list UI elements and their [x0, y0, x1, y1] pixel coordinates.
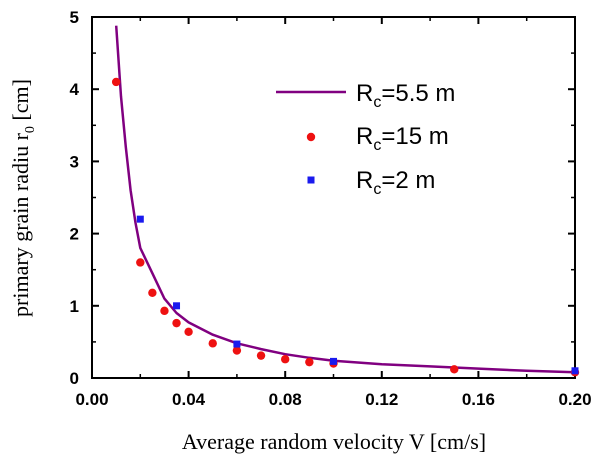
x-axis-title: Average random velocity V [cm/s]	[182, 429, 486, 454]
legend-rc2-main: R	[356, 167, 373, 194]
data-point-rc-2	[571, 367, 579, 375]
legend-rc15-main: R	[356, 123, 373, 150]
data-point-rc-15	[160, 306, 169, 316]
axis-ticks	[91, 16, 576, 379]
data-point-rc-2	[330, 357, 337, 365]
x-tick-label: 0.04	[172, 390, 206, 409]
legend-rc55-sub: c	[373, 94, 381, 111]
data-point-rc-2	[173, 302, 181, 310]
x-tick-label: 0.00	[75, 390, 108, 409]
x-tick-label: 0.08	[269, 390, 302, 409]
data-point-rc-15	[305, 357, 314, 367]
legend-label-rc-15: Rc=15 m	[356, 123, 449, 154]
y-axis-title-subscript: 0	[23, 126, 38, 133]
plot-frame	[91, 16, 576, 379]
x-tick-label: 0.20	[558, 390, 591, 409]
series-line-rc-5-5	[114, 25, 576, 374]
data-point-rc-15	[136, 258, 145, 267]
data-point-rc-15	[450, 365, 459, 374]
data-point-rc-15	[256, 351, 266, 360]
legend: Rc=5.5 m Rc=15 m Rc=2 m	[276, 80, 455, 198]
data-point-rc-15	[281, 355, 290, 364]
data-point-rc-15	[208, 339, 217, 348]
series-layer	[111, 25, 580, 377]
legend-label-rc-5-5: Rc=5.5 m	[356, 80, 455, 111]
data-point-rc-15	[111, 77, 121, 87]
y-axis-title-unit: [cm]	[8, 79, 33, 126]
y-tick-label: 4	[70, 80, 80, 99]
y-tick-label: 0	[70, 369, 79, 388]
axis-tick-labels: 0.00 0.04 0.08 0.12 0.16 0.20 0 1 2 3 4 5	[70, 8, 592, 409]
plot-area-border	[91, 16, 576, 379]
y-axis-title: primary grain radiu r0 [cm]	[8, 79, 38, 317]
data-point-rc-2	[233, 340, 241, 348]
legend-rc2-rest: =2 m	[381, 167, 435, 194]
y-tick-label: 2	[70, 225, 79, 244]
data-point-rc-15	[232, 346, 242, 355]
legend-marker-circle	[306, 132, 316, 142]
data-point-rc-2	[136, 215, 144, 223]
legend-marker-square	[307, 176, 315, 184]
y-tick-label: 1	[70, 297, 79, 316]
legend-rc2-sub: c	[373, 181, 381, 198]
data-point-rc-15	[148, 288, 157, 298]
x-tick-label: 0.12	[365, 390, 398, 409]
legend-label-rc-2: Rc=2 m	[356, 167, 435, 198]
x-tick-label: 0.16	[462, 390, 495, 409]
y-tick-label: 3	[70, 152, 79, 171]
data-point-rc-15	[172, 318, 181, 328]
legend-rc15-rest: =15 m	[381, 123, 448, 150]
y-axis-title-main: primary grain radiu r	[8, 132, 33, 317]
legend-rc15-sub: c	[373, 137, 381, 154]
legend-rc55-main: R	[356, 80, 373, 107]
legend-rc55-rest: =5.5 m	[381, 80, 455, 107]
data-point-rc-15	[184, 327, 193, 336]
y-tick-label: 5	[70, 8, 79, 27]
